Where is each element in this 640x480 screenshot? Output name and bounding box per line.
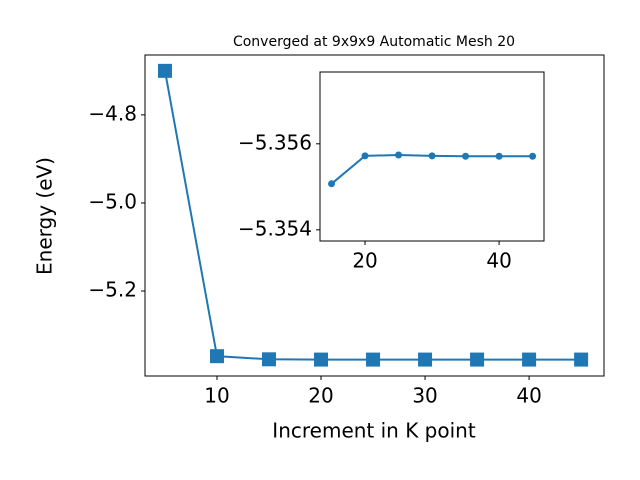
- marker: [209, 349, 224, 364]
- marker: [157, 63, 172, 78]
- marker: [470, 352, 485, 367]
- y-tick-label: −5.354: [238, 216, 312, 240]
- x-tick-label: 10: [204, 384, 229, 408]
- x-tick-label: 20: [352, 249, 377, 273]
- marker: [522, 352, 537, 367]
- marker: [574, 352, 589, 367]
- plot-frame: [319, 71, 545, 242]
- x-tick-label: 30: [412, 384, 437, 408]
- y-tick-label: −4.8: [88, 101, 137, 125]
- marker: [428, 152, 436, 160]
- marker: [529, 152, 537, 160]
- x-tick-label: 40: [516, 384, 541, 408]
- marker: [395, 151, 403, 159]
- x-axis-label: Increment in K point: [272, 419, 476, 443]
- chart-title: Converged at 9x9x9 Automatic Mesh 20: [233, 34, 515, 50]
- x-tick-label: 20: [308, 384, 333, 408]
- marker: [366, 352, 381, 367]
- marker: [462, 152, 470, 160]
- y-tick-label: −5.0: [88, 189, 137, 213]
- marker: [495, 152, 503, 160]
- marker: [262, 352, 277, 367]
- y-tick-label: −5.356: [238, 130, 312, 154]
- plot-frame: [144, 54, 605, 377]
- x-tick-label: 40: [486, 249, 511, 273]
- y-axis-label: Energy (eV): [33, 157, 57, 275]
- y-tick-label: −5.2: [88, 278, 137, 302]
- marker: [361, 152, 369, 160]
- marker: [328, 180, 336, 188]
- marker: [418, 352, 433, 367]
- marker: [314, 352, 329, 367]
